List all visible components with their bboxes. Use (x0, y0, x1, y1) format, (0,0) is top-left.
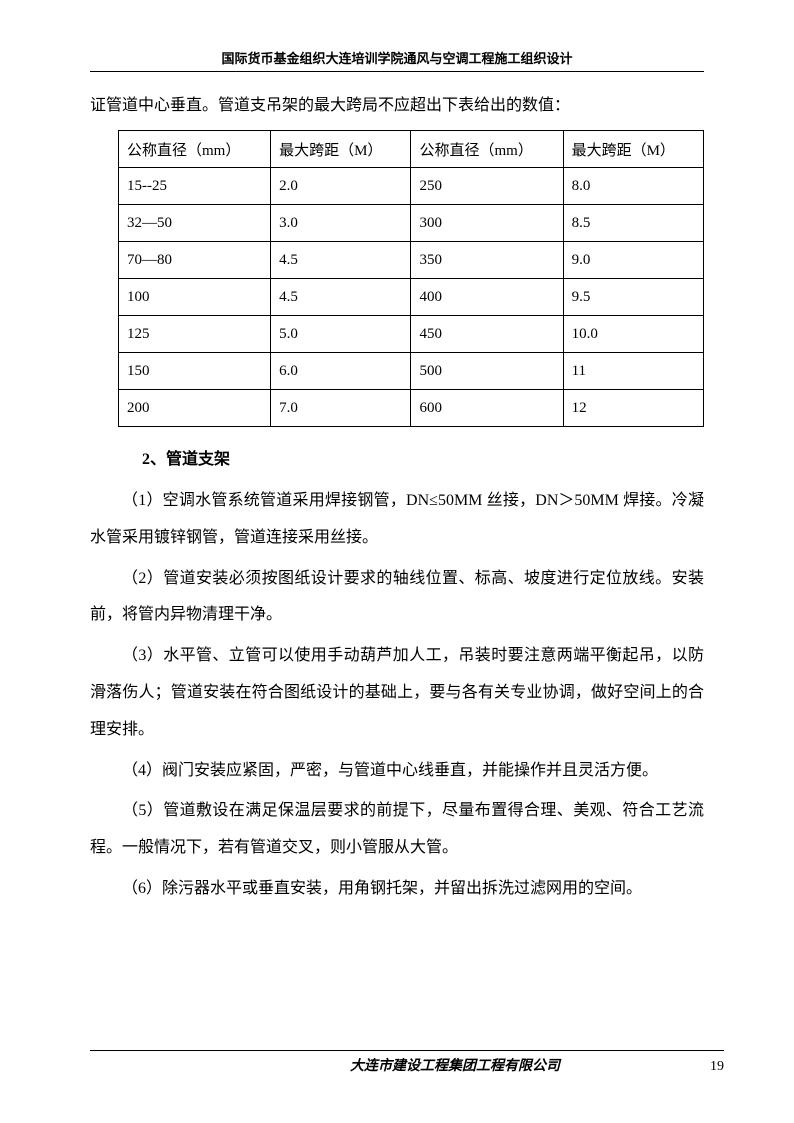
table-cell: 450 (411, 316, 563, 353)
table-cell: 9.0 (563, 242, 703, 279)
table-cell: 15--25 (119, 168, 271, 205)
paragraph: （3）水平管、立管可以使用手动葫芦加人工，吊装时要注意两端平衡起吊，以防滑落伤人… (90, 638, 704, 748)
table-cell: 12 (563, 390, 703, 427)
table-cell: 11 (563, 353, 703, 390)
table-cell: 600 (411, 390, 563, 427)
table-cell: 8.5 (563, 205, 703, 242)
table-header-cell: 公称直径（mm） (411, 131, 563, 168)
table-row: 100 4.5 400 9.5 (119, 279, 704, 316)
table-cell: 4.5 (271, 279, 411, 316)
table-cell: 6.0 (271, 353, 411, 390)
header-divider (90, 71, 704, 72)
table-row: 32—50 3.0 300 8.5 (119, 205, 704, 242)
paragraph: （2）管道安装必须按图纸设计要求的轴线位置、标高、坡度进行定位放线。安装前，将管… (90, 561, 704, 635)
paragraph: （4）阀门安装应紧固，严密，与管道中心线垂直，并能操作并且灵活方便。 (90, 753, 704, 790)
table-header-cell: 公称直径（mm） (119, 131, 271, 168)
table-row: 125 5.0 450 10.0 (119, 316, 704, 353)
table-header-cell: 最大跨距（M） (271, 131, 411, 168)
table-row: 150 6.0 500 11 (119, 353, 704, 390)
table-cell: 200 (119, 390, 271, 427)
table-cell: 4.5 (271, 242, 411, 279)
table-cell: 9.5 (563, 279, 703, 316)
table-cell: 5.0 (271, 316, 411, 353)
intro-text: 证管道中心垂直。管道支吊架的最大跨局不应超出下表给出的数值： (90, 90, 704, 122)
paragraph: （1）空调水管系统管道采用焊接钢管，DN≤50MM 丝接，DN＞50MM 焊接。… (90, 483, 704, 557)
table-cell: 300 (411, 205, 563, 242)
paragraph: （6）除污器水平或垂直安装，用角钢托架，并留出拆洗过滤网用的空间。 (90, 871, 704, 908)
table-cell: 8.0 (563, 168, 703, 205)
footer-company: 大连市建设工程集团工程有限公司 (350, 1055, 560, 1075)
table-cell: 400 (411, 279, 563, 316)
table-header-cell: 最大跨距（M） (563, 131, 703, 168)
table-cell: 10.0 (563, 316, 703, 353)
table-header-row: 公称直径（mm） 最大跨距（M） 公称直径（mm） 最大跨距（M） (119, 131, 704, 168)
table-cell: 32—50 (119, 205, 271, 242)
table-cell: 7.0 (271, 390, 411, 427)
footer-divider (90, 1050, 724, 1051)
paragraph: （5）管道敷设在满足保温层要求的前提下，尽量布置得合理、美观、符合工艺流程。一般… (90, 793, 704, 867)
table-row: 70—80 4.5 350 9.0 (119, 242, 704, 279)
table-cell: 350 (411, 242, 563, 279)
table-cell: 500 (411, 353, 563, 390)
spec-table: 公称直径（mm） 最大跨距（M） 公称直径（mm） 最大跨距（M） 15--25… (118, 130, 704, 427)
page-header: 国际货币基金组织大连培训学院通风与空调工程施工组织设计 (90, 48, 704, 67)
table-cell: 100 (119, 279, 271, 316)
table-row: 15--25 2.0 250 8.0 (119, 168, 704, 205)
page-number: 19 (710, 1059, 724, 1075)
table-cell: 150 (119, 353, 271, 390)
section-heading: 2、管道支架 (142, 445, 704, 469)
table-cell: 2.0 (271, 168, 411, 205)
table-cell: 250 (411, 168, 563, 205)
page-footer: 大连市建设工程集团工程有限公司 19 (90, 1050, 724, 1075)
table-cell: 125 (119, 316, 271, 353)
table-row: 200 7.0 600 12 (119, 390, 704, 427)
table-cell: 3.0 (271, 205, 411, 242)
table-cell: 70—80 (119, 242, 271, 279)
